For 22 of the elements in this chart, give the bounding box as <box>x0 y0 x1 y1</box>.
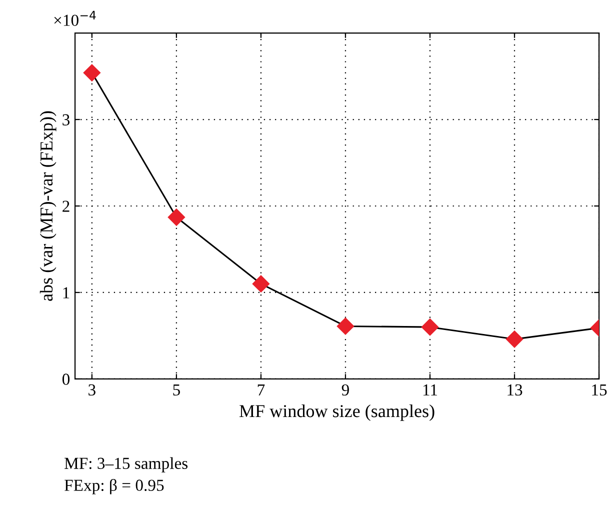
x-tick-label: 9 <box>342 384 349 396</box>
y-axis-title: abs (var (MF)-var (FExp)) <box>40 111 56 301</box>
y-tick-label: 1 <box>63 287 70 298</box>
x-axis-title: MF window size (samples) <box>240 404 434 421</box>
point <box>168 208 185 226</box>
text: MF: 3–15 samples <box>64 457 188 472</box>
text: ×10$^{−4}$ <box>54 10 96 26</box>
x-tick-label: 5 <box>173 384 180 396</box>
x-tick-label: 7 <box>258 384 265 396</box>
x-tick-label: 15 <box>592 384 607 396</box>
point <box>252 275 270 292</box>
point <box>421 318 439 336</box>
text: FExp: β = 0.95 <box>64 479 164 494</box>
point <box>336 318 354 335</box>
y-tick-label: 3 <box>62 114 70 126</box>
y-tick-label: 0 <box>62 374 70 385</box>
x-tick-label: 13 <box>508 384 522 396</box>
point <box>83 64 100 82</box>
x-tick-label: 3 <box>88 384 96 396</box>
point <box>506 330 524 348</box>
x-tick-label: 11 <box>423 384 438 396</box>
y-tick-label: 2 <box>62 200 70 212</box>
